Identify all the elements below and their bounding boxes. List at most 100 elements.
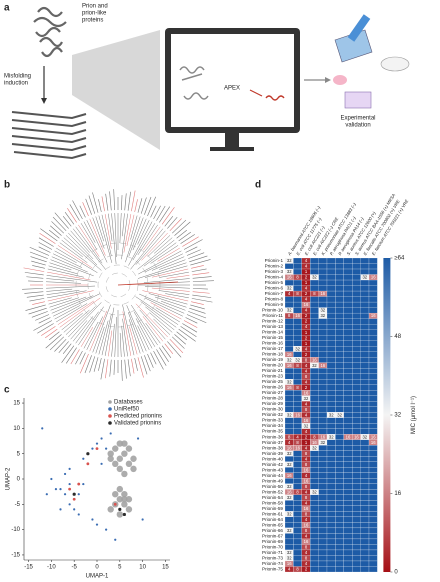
point xyxy=(109,432,112,435)
heatmap-cell xyxy=(360,384,370,391)
cell-label: 32 xyxy=(287,286,292,291)
heatmap-cell xyxy=(293,549,302,556)
y-tick-label: 10 xyxy=(13,426,20,432)
heatmap-cell xyxy=(360,324,370,330)
cell-label: 32 xyxy=(320,308,325,313)
heatmap-cell xyxy=(335,357,344,363)
row-label: Prionin-18 xyxy=(262,352,283,357)
tree-arc xyxy=(97,264,139,306)
row-label: Prionin-30 xyxy=(262,407,283,412)
point xyxy=(105,447,108,450)
heatmap-cell xyxy=(352,450,361,457)
row-label: Prionin-7 xyxy=(265,291,284,296)
heatmap-cell xyxy=(310,423,319,429)
colorbar-tick-label: ≥64 xyxy=(394,256,405,262)
heatmap-cell xyxy=(343,312,353,319)
tree-leaf-label xyxy=(29,298,45,302)
heatmap-cell xyxy=(368,257,378,264)
heatmap-cell xyxy=(293,461,302,468)
heatmap-cell xyxy=(360,412,370,418)
row-label: Prionin-64 xyxy=(262,517,283,522)
cell-label: 16 xyxy=(320,363,325,368)
tree-branch xyxy=(51,295,94,314)
heatmap-cell xyxy=(335,478,344,484)
tree-branch xyxy=(46,275,98,283)
heatmap-cell xyxy=(293,324,302,330)
heatmap-cell xyxy=(326,362,336,369)
heatmap-cell xyxy=(326,318,336,325)
tree-branch xyxy=(101,214,112,256)
heatmap-cell xyxy=(343,274,353,281)
heatmap-cell xyxy=(352,483,361,490)
cell-label: 32 xyxy=(287,556,292,561)
heatmap-cell xyxy=(352,335,361,341)
heatmap-cell xyxy=(310,373,319,380)
row-label: Prionin-19 xyxy=(262,357,283,362)
cell-label: 16 xyxy=(320,291,325,296)
heatmap-cell xyxy=(318,566,328,573)
heatmap-cell xyxy=(310,566,319,573)
cell-label: 8 xyxy=(288,313,291,318)
cell-label: 4 xyxy=(305,490,308,495)
tree-branch xyxy=(86,316,104,350)
heatmap-cell xyxy=(335,566,344,573)
heatmap-cell xyxy=(326,401,336,407)
heatmap-cell xyxy=(335,307,344,314)
tree-branch xyxy=(144,265,188,278)
heatmap-cell xyxy=(326,461,336,468)
heatmap-cell xyxy=(318,522,328,529)
row-label: Prionin-32 xyxy=(262,412,283,417)
heatmap-cell xyxy=(310,384,319,391)
tree-leaf-label xyxy=(190,304,205,310)
heatmap-cell xyxy=(368,538,378,545)
tree-leaf-label xyxy=(182,323,198,333)
cell-label: 8 xyxy=(305,357,308,362)
tree-leaf-label xyxy=(150,205,157,218)
heatmap-cell xyxy=(326,346,336,352)
heatmap-cell xyxy=(318,516,328,523)
tree-leaf-label xyxy=(45,328,58,339)
heatmap-cell xyxy=(352,324,361,330)
heatmap-cell xyxy=(326,423,336,429)
heatmap-cell xyxy=(352,549,361,556)
tree-branch xyxy=(92,217,105,249)
tree-branch xyxy=(86,220,108,263)
heatmap-cell xyxy=(318,483,328,490)
tree-leaf-label xyxy=(72,200,83,220)
tree-leaf-label xyxy=(189,307,206,314)
cell-label: 32 xyxy=(362,275,367,280)
tree-leaf-label xyxy=(98,199,102,212)
tree-arc xyxy=(105,272,131,298)
colorbar-tick-label: 48 xyxy=(394,334,401,340)
row-label: Prionin-35 xyxy=(262,429,283,434)
misfolding-label: induction xyxy=(4,81,28,87)
heatmap-cell xyxy=(352,544,361,551)
heatmap-cell xyxy=(326,494,336,501)
tree-leaf-label xyxy=(23,267,45,272)
heatmap-cell xyxy=(326,329,336,336)
tree-leaf-label xyxy=(28,307,47,315)
protein-label: Prion and xyxy=(82,4,108,10)
heatmap-cell xyxy=(318,324,328,330)
heatmap-cell xyxy=(335,450,344,457)
heatmap-cell xyxy=(293,395,302,402)
tree-branch xyxy=(135,303,168,338)
screen xyxy=(171,34,294,127)
row-label: Prionin-67 xyxy=(262,533,283,538)
heatmap-cell xyxy=(360,522,370,529)
cell-label: 4 xyxy=(305,445,308,450)
heatmap-cell xyxy=(335,483,344,490)
tree-leaf-label xyxy=(124,359,127,379)
heatmap-cell xyxy=(368,384,378,391)
heatmap-cell xyxy=(293,533,302,540)
tree-branch xyxy=(95,326,105,354)
tree-branch xyxy=(75,226,103,264)
point xyxy=(100,462,103,465)
tree-branch xyxy=(114,213,117,258)
heatmap-cell xyxy=(326,285,336,292)
cell-label: 16 xyxy=(287,275,292,280)
tree-leaf-label xyxy=(191,298,213,303)
tree-leaf-label xyxy=(109,191,112,211)
model-label: APEX xyxy=(224,86,240,92)
heatmap-cell xyxy=(318,472,328,479)
